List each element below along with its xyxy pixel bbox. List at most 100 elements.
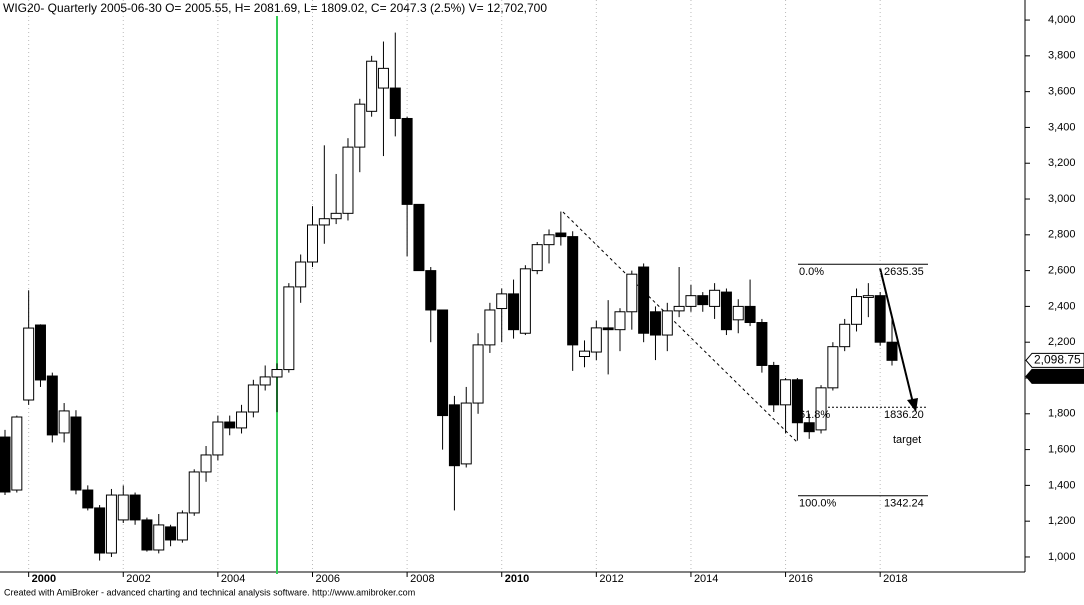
price-label: 2,098.75 xyxy=(1034,352,1081,366)
fib-name: 100.0% xyxy=(799,498,837,510)
candle-body xyxy=(70,416,82,491)
target-arrow xyxy=(879,267,914,404)
candle-body xyxy=(94,507,106,554)
candle-body xyxy=(496,293,508,310)
candle-body xyxy=(224,421,236,429)
candle-body xyxy=(247,384,259,413)
candle-body xyxy=(437,309,449,417)
candle-body xyxy=(354,103,366,148)
candle-body xyxy=(638,266,650,334)
y-tick-label: 1,800 xyxy=(1048,408,1076,420)
candle-body xyxy=(23,327,35,401)
candle-body xyxy=(413,203,425,272)
candle-body xyxy=(768,364,780,406)
candle-body xyxy=(259,376,271,386)
candle-body xyxy=(673,305,685,312)
candle-body xyxy=(105,494,117,554)
candle-body xyxy=(815,387,827,431)
candle-body xyxy=(176,512,188,541)
candle-body xyxy=(425,270,437,311)
candle-body xyxy=(602,327,614,331)
trend-line xyxy=(562,211,799,444)
candle-body xyxy=(295,261,307,288)
candle-body xyxy=(117,494,129,521)
candle-body xyxy=(579,350,591,358)
candle-body xyxy=(141,519,153,551)
candle-body xyxy=(11,416,23,491)
candle-body xyxy=(519,268,531,334)
chart-title: WIG20- Quarterly 2005-06-30 O= 2005.55, … xyxy=(3,1,547,15)
fib-value: 1342.24 xyxy=(884,498,924,510)
candle-body xyxy=(626,273,638,313)
candle-body xyxy=(661,310,673,336)
candle-body xyxy=(46,375,58,436)
candle-body xyxy=(508,293,520,331)
candle-body xyxy=(791,379,803,424)
candle-body xyxy=(165,526,177,541)
candle-body xyxy=(129,494,141,521)
candle-body xyxy=(236,411,248,429)
candle-body xyxy=(377,67,389,89)
y-tick-label: 1,600 xyxy=(1048,443,1076,455)
x-tick-label: 2014 xyxy=(694,573,718,585)
candle-body xyxy=(401,117,413,205)
y-tick-label: 2,200 xyxy=(1048,336,1076,348)
x-tick-label: 2016 xyxy=(789,573,813,585)
y-tick-label: 1,000 xyxy=(1048,551,1076,563)
y-tick-label: 3,600 xyxy=(1048,86,1076,98)
candle-body xyxy=(614,311,626,331)
x-tick-label: 2002 xyxy=(126,573,150,585)
candle-body xyxy=(283,286,295,371)
candle-body xyxy=(271,369,283,378)
price-marker xyxy=(1025,368,1084,384)
candle-body xyxy=(732,305,744,321)
candle-body xyxy=(756,322,768,366)
y-tick-label: 2,400 xyxy=(1048,300,1076,312)
candle-body xyxy=(58,410,70,434)
footer: Created with AmiBroker - advanced charti… xyxy=(4,587,415,597)
candle-body xyxy=(212,421,224,456)
candle-body xyxy=(803,422,815,433)
price-marker xyxy=(1025,352,1084,368)
candle-body xyxy=(839,323,851,348)
price-label: 2,098.75 xyxy=(1034,368,1081,382)
x-tick-label: 2008 xyxy=(410,573,434,585)
candle-body xyxy=(448,404,460,467)
x-tick-label: 2000 xyxy=(32,573,56,585)
candle-body xyxy=(886,341,898,361)
candle-body xyxy=(531,244,543,272)
candle-body xyxy=(697,295,709,306)
arrow-head xyxy=(907,398,918,412)
candle-body xyxy=(649,311,661,336)
candle-body xyxy=(82,489,94,509)
candle-body xyxy=(0,436,11,493)
candle-body xyxy=(153,524,165,551)
candle-body xyxy=(862,295,874,298)
fib-value: 1836.20 xyxy=(884,409,924,421)
candle-body xyxy=(306,224,318,263)
candle-body xyxy=(780,379,792,406)
candle-body xyxy=(389,87,401,119)
candle-body xyxy=(851,296,863,325)
y-tick-label: 1,400 xyxy=(1048,479,1076,491)
candle-body xyxy=(874,295,886,343)
candle-body xyxy=(555,232,567,238)
candle-body xyxy=(330,212,342,220)
candle-body xyxy=(484,309,496,346)
candle-body xyxy=(460,402,472,465)
annotation: target xyxy=(893,434,921,446)
candle-body xyxy=(543,234,555,246)
y-tick-label: 1,200 xyxy=(1048,515,1076,527)
candle-body xyxy=(188,471,200,514)
candle-body xyxy=(200,454,212,473)
y-tick-label: 3,200 xyxy=(1048,157,1076,169)
fib-value: 2635.35 xyxy=(884,266,924,278)
fib-name: 61.8% xyxy=(799,409,830,421)
candle-body xyxy=(590,327,602,353)
y-tick-label: 3,800 xyxy=(1048,50,1076,62)
candle-body xyxy=(318,218,330,226)
candle-body xyxy=(709,289,721,307)
candle-body xyxy=(366,60,378,112)
